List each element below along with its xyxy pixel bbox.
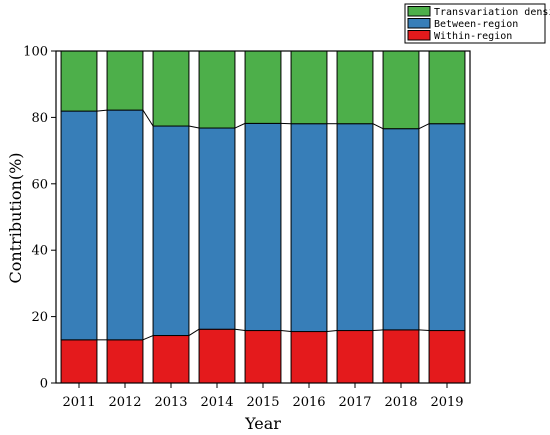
bars-group	[60, 50, 466, 384]
bar-transvariation-density-2013	[152, 50, 190, 127]
y-tick-label: 0	[40, 377, 48, 392]
bar-between-region-2013	[152, 125, 190, 337]
bar-within-region-2018	[382, 329, 420, 384]
connector-line	[142, 335, 154, 341]
connector-line	[418, 123, 430, 130]
bar-within-region-2011	[60, 339, 98, 384]
bar-transvariation-density-2019	[428, 50, 466, 125]
bar-between-region-2014	[198, 127, 236, 330]
legend-swatch-within-region	[407, 30, 431, 41]
x-tick-label-2015: 2015	[246, 395, 279, 410]
connector-line	[418, 329, 430, 332]
connector-line	[96, 109, 108, 112]
bar-between-region-2017	[336, 123, 374, 332]
axes-group: 0 20 40 60 80 100 2011 2012 2013 2014 2015 2016 2017…	[23, 45, 471, 410]
x-tick-label-2018: 2018	[384, 395, 417, 410]
legend-swatch-between-region	[407, 18, 431, 29]
bar-between-region-2016	[290, 123, 328, 333]
bar-within-region-2012	[106, 339, 144, 384]
y-tick-label: 40	[31, 244, 48, 259]
bar-within-region-2013	[152, 335, 190, 384]
bar-transvariation-density-2018	[382, 50, 420, 130]
x-tick-label-2011: 2011	[62, 395, 95, 410]
y-tick-label: 60	[31, 177, 48, 192]
legend-label-within-region: Within-region	[434, 31, 512, 42]
y-axis-title: Contribution(%)	[6, 152, 25, 283]
bar-transvariation-density-2011	[60, 50, 98, 112]
x-tick-label-2019: 2019	[430, 395, 463, 410]
bar-transvariation-density-2017	[336, 50, 374, 125]
x-tick-label-2014: 2014	[200, 395, 233, 410]
connector-line	[234, 122, 246, 129]
x-tick-label-2016: 2016	[292, 395, 325, 410]
bar-within-region-2017	[336, 330, 374, 384]
connector-line	[188, 125, 200, 129]
bar-between-region-2012	[106, 109, 144, 341]
y-tick-label: 80	[31, 111, 48, 126]
connector-line	[326, 330, 338, 333]
bar-within-region-2016	[290, 331, 328, 384]
connector-line	[280, 330, 292, 333]
x-tick-label-2012: 2012	[108, 395, 141, 410]
bar-transvariation-density-2014	[198, 50, 236, 129]
bar-transvariation-density-2015	[244, 50, 282, 124]
connector-line	[188, 328, 200, 336]
bar-transvariation-density-2016	[290, 50, 328, 125]
bar-within-region-2015	[244, 330, 282, 384]
legend-label-between-region: Between-region	[434, 19, 518, 30]
bar-within-region-2014	[198, 328, 236, 384]
connector-line	[372, 123, 384, 130]
connector-line	[372, 329, 384, 332]
legend-swatch-transvariation-density	[407, 6, 431, 17]
connector-line	[142, 109, 154, 127]
bar-transvariation-density-2012	[106, 50, 144, 111]
x-tick-label-2013: 2013	[154, 395, 187, 410]
connector-line	[234, 328, 246, 332]
y-tick-label: 100	[23, 45, 48, 60]
legend-label-transvariation-density: Transvariation density	[434, 7, 550, 18]
y-tick-label: 20	[31, 310, 48, 325]
x-axis-title: Year	[244, 414, 281, 433]
connector-lines-group	[96, 109, 430, 341]
bar-between-region-2011	[60, 110, 98, 341]
bar-within-region-2019	[428, 330, 466, 384]
bar-between-region-2018	[382, 128, 420, 331]
x-tick-label-2017: 2017	[338, 395, 371, 410]
bar-between-region-2019	[428, 123, 466, 332]
bar-between-region-2015	[244, 122, 282, 332]
legend: Transvariation densityBetween-regionWith…	[404, 3, 550, 44]
